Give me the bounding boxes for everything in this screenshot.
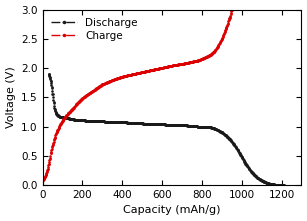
Charge <box>75 103 78 106</box>
Charge <box>79 99 82 101</box>
Charge <box>43 176 46 179</box>
Charge <box>67 112 70 114</box>
Line: Charge: Charge <box>41 8 233 182</box>
Charge <box>53 137 56 139</box>
Charge <box>220 38 223 40</box>
Y-axis label: Voltage (V): Voltage (V) <box>6 67 16 128</box>
Charge <box>51 144 54 147</box>
X-axis label: Capacity (mAh/g): Capacity (mAh/g) <box>123 206 221 215</box>
Charge <box>42 178 45 181</box>
Discharge <box>47 72 50 75</box>
Charge <box>49 152 52 155</box>
Charge <box>64 115 67 118</box>
Discharge <box>272 183 275 186</box>
Discharge <box>92 119 96 122</box>
Charge <box>180 63 184 65</box>
Charge <box>48 158 51 161</box>
Charge <box>124 74 128 77</box>
Charge <box>108 80 112 82</box>
Charge <box>44 174 47 176</box>
Charge <box>55 131 58 134</box>
Charge <box>202 57 206 59</box>
Discharge <box>282 184 286 186</box>
Charge <box>46 167 49 170</box>
Charge <box>41 179 45 182</box>
Charge <box>59 122 62 125</box>
Charge <box>196 59 200 62</box>
Charge <box>230 8 234 11</box>
Charge <box>148 69 152 72</box>
Discharge <box>240 156 243 158</box>
Line: Discharge: Discharge <box>47 73 285 186</box>
Charge <box>172 64 176 67</box>
Charge <box>88 91 92 94</box>
Charge <box>216 45 220 48</box>
Charge <box>116 77 120 79</box>
Charge <box>156 67 160 70</box>
Charge <box>47 163 50 165</box>
Charge <box>188 61 192 63</box>
Charge <box>164 66 168 68</box>
Charge <box>228 16 231 19</box>
Charge <box>140 71 144 73</box>
Discharge <box>276 184 279 186</box>
Charge <box>212 50 216 53</box>
Charge <box>224 27 227 30</box>
Discharge <box>63 116 66 119</box>
Charge <box>132 72 136 75</box>
Charge <box>100 83 104 86</box>
Charge <box>83 95 86 98</box>
Charge <box>57 126 60 129</box>
Charge <box>95 87 98 90</box>
Legend: Discharge, Charge: Discharge, Charge <box>48 15 141 44</box>
Discharge <box>124 121 128 124</box>
Discharge <box>71 118 74 120</box>
Charge <box>208 54 212 57</box>
Charge <box>71 108 74 110</box>
Charge <box>45 171 49 173</box>
Charge <box>61 119 64 122</box>
